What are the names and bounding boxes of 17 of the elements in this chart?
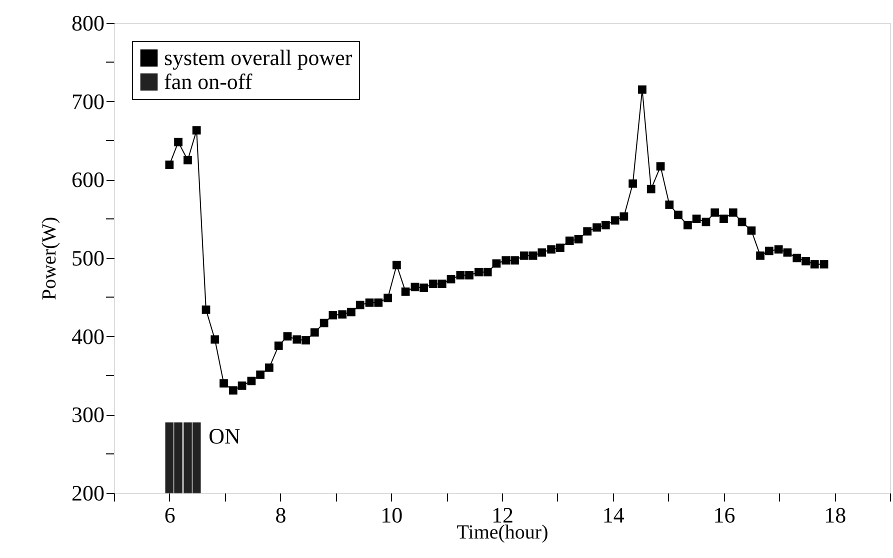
x-tick-label: 14 — [602, 502, 624, 528]
y-axis-title: Power(W) — [38, 216, 60, 300]
x-tick-label: 16 — [713, 502, 736, 528]
legend-label: system overall power — [164, 45, 353, 70]
annotation: ON — [208, 424, 240, 448]
y-tick-label: 500 — [72, 246, 104, 270]
y-tick-label: 700 — [72, 88, 104, 114]
y-tick-label: 400 — [72, 324, 104, 349]
x-tick-label: 6 — [164, 502, 176, 528]
y-tick-label: 300 — [72, 402, 104, 428]
y-tick-label: 600 — [72, 167, 104, 192]
x-tick-label: 8 — [275, 502, 286, 528]
x-tick-label: 18 — [824, 502, 846, 528]
y-tick-label: 200 — [72, 480, 104, 506]
y-tick-label: 800 — [72, 10, 104, 36]
x-tick-label: 10 — [380, 502, 403, 528]
legend-label: fan on-off — [164, 69, 253, 94]
